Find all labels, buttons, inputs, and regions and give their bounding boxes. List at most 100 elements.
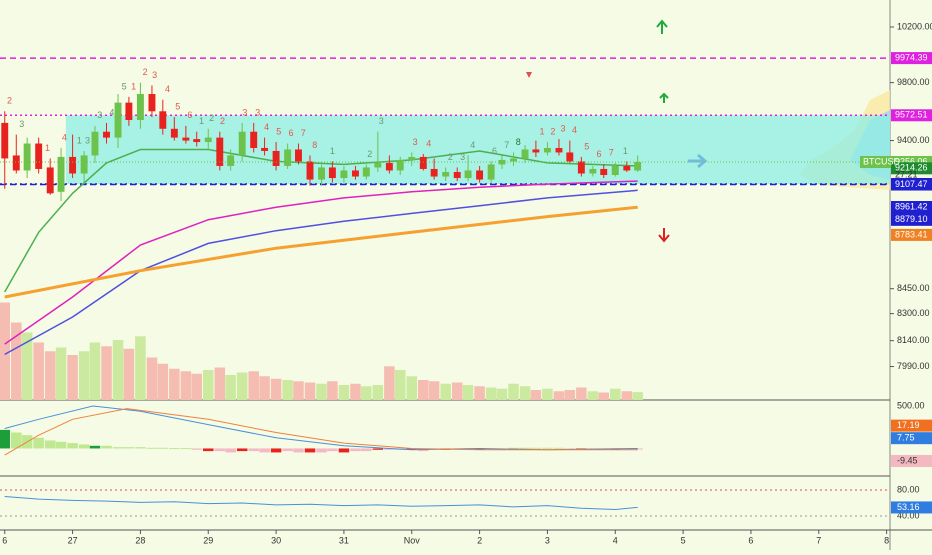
candle-body xyxy=(35,143,43,169)
macd-histogram xyxy=(384,448,395,450)
candle-body xyxy=(600,168,608,176)
sequence-count: 7 xyxy=(504,140,509,150)
macd-histogram xyxy=(248,448,259,452)
y-tick-label: 9800.00 xyxy=(897,77,930,87)
candle-body xyxy=(430,168,438,177)
sequence-count: 6 xyxy=(596,149,601,159)
price-tag-label: 9256.06 xyxy=(895,156,928,166)
price-tag-label: 9107.47 xyxy=(895,179,928,189)
candle-body xyxy=(555,147,563,153)
rsi-line xyxy=(4,496,638,511)
sequence-count: 4 xyxy=(470,140,475,150)
sequence-count: 1 xyxy=(330,146,335,156)
volume-bar xyxy=(519,386,531,400)
x-tick-label: 6 xyxy=(748,535,753,545)
y-tick-label: 8140.00 xyxy=(897,335,930,345)
price-tag-label: 9572.51 xyxy=(895,110,928,120)
macd-tag xyxy=(891,432,932,445)
sequence-count: 3 xyxy=(379,116,384,126)
volume-bar xyxy=(384,366,395,400)
volume-bar xyxy=(248,371,259,400)
sequence-count: 8 xyxy=(312,140,317,150)
volume-bar xyxy=(259,376,270,400)
sequence-count: 4 xyxy=(109,107,114,117)
macd-histogram xyxy=(282,448,293,452)
price-tag xyxy=(891,213,932,226)
macd-line xyxy=(4,405,638,451)
sequence-count: 3 xyxy=(19,119,24,129)
rsi-tick-label: 40.00 xyxy=(897,510,920,520)
macd-histogram xyxy=(214,448,226,452)
macd-histogram xyxy=(316,448,327,453)
volume-bar xyxy=(508,383,519,400)
candle-body xyxy=(182,137,190,141)
x-tick-label: 6 xyxy=(2,535,7,545)
sequence-count: 6 xyxy=(289,128,294,138)
macd-histogram xyxy=(519,447,531,449)
macd-tag xyxy=(891,454,932,467)
macd-histogram xyxy=(304,448,316,453)
sequence-count: 2 xyxy=(220,116,225,126)
sequence-count: 1 xyxy=(539,126,544,136)
volume-bar xyxy=(146,357,158,400)
macd-histogram xyxy=(78,444,90,449)
candle-body xyxy=(442,171,450,177)
x-tick-label: 31 xyxy=(339,535,349,545)
candle-body xyxy=(385,162,393,171)
volume-bar xyxy=(112,340,124,400)
volume-bar xyxy=(191,373,202,400)
macd-histogram xyxy=(372,448,384,450)
sequence-count: 4 xyxy=(426,138,431,148)
volume-bar xyxy=(462,385,474,400)
rsi-tag-label: 53.16 xyxy=(897,502,920,512)
macd-histogram xyxy=(123,447,135,449)
sequence-count: 3 xyxy=(413,137,418,147)
candle-body xyxy=(510,158,517,162)
volume-bar xyxy=(236,372,248,400)
y-tick-label: 10200.00 xyxy=(897,21,932,31)
macd-histogram xyxy=(508,447,519,449)
candle-body xyxy=(125,102,133,121)
candle-body xyxy=(238,131,246,156)
moving-average xyxy=(4,180,638,345)
candle-body xyxy=(464,170,472,179)
macd-line xyxy=(4,408,638,456)
candle-body xyxy=(204,137,212,143)
volume-bar xyxy=(225,375,236,400)
macd-histogram xyxy=(564,448,576,450)
candle-body xyxy=(623,165,631,171)
volume-bar xyxy=(394,370,406,400)
macd-histogram xyxy=(169,448,180,450)
countdown: 27:21 xyxy=(895,169,918,179)
arrow-up xyxy=(656,19,668,34)
sequence-count: 3 xyxy=(97,110,102,120)
volume-bar xyxy=(0,302,11,400)
sequence-count: 6 xyxy=(492,146,497,156)
moving-average xyxy=(4,189,638,356)
sequence-count: 3 xyxy=(561,123,566,133)
volume-bar xyxy=(350,383,361,400)
candle-body xyxy=(374,162,382,168)
volume-bar xyxy=(270,378,282,400)
candle-body xyxy=(227,155,235,166)
volume-bar xyxy=(202,370,214,400)
candle-body xyxy=(396,159,404,171)
volume-bar xyxy=(89,342,101,400)
volume-bar xyxy=(451,382,463,400)
symbol-label: BTCUSD xyxy=(863,156,901,166)
candle-body xyxy=(340,170,348,179)
volume-bar xyxy=(135,336,146,400)
macd-histogram xyxy=(67,443,78,449)
candle-body xyxy=(521,149,529,159)
macd-histogram xyxy=(146,447,158,449)
macd-histogram xyxy=(89,445,101,449)
candle-body xyxy=(306,161,314,180)
volume-bar xyxy=(428,381,440,400)
volume-bar xyxy=(44,351,56,400)
candle-body xyxy=(577,161,585,174)
x-tick-label: 27 xyxy=(68,535,78,545)
candle-body xyxy=(408,156,416,160)
x-tick-label: 5 xyxy=(681,535,686,545)
macd-histogram xyxy=(553,447,565,449)
